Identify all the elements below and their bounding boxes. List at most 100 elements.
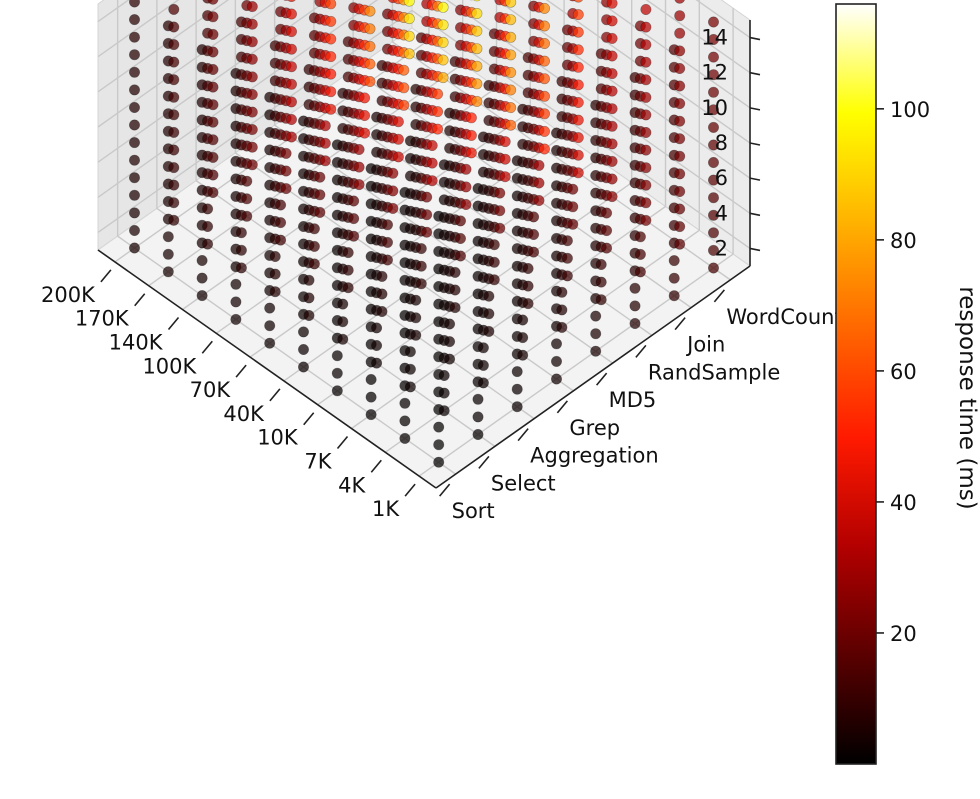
data-point xyxy=(499,153,511,165)
data-point xyxy=(371,357,383,369)
data-point xyxy=(444,318,456,330)
data-point xyxy=(533,177,545,189)
data-point xyxy=(640,21,652,33)
data-point xyxy=(590,328,602,340)
data-point xyxy=(494,187,506,199)
data-point xyxy=(359,92,371,104)
data-point xyxy=(246,18,258,30)
colorbar-label: response time (ms) xyxy=(954,286,980,509)
data-point xyxy=(275,234,287,246)
data-point xyxy=(371,339,383,351)
data-point xyxy=(572,26,584,38)
data-point xyxy=(207,0,219,5)
gridline-z-left xyxy=(545,0,751,144)
data-point xyxy=(421,209,433,221)
data-point xyxy=(488,239,500,251)
data-point xyxy=(707,262,719,274)
data-point xyxy=(634,231,646,243)
data-point xyxy=(319,120,331,132)
data-point xyxy=(567,218,579,230)
data-point xyxy=(207,28,219,40)
data-point xyxy=(473,0,481,2)
data-point xyxy=(404,363,416,375)
y-tick-label: Grep xyxy=(569,416,620,440)
data-point xyxy=(707,174,719,186)
data-point xyxy=(606,68,618,80)
data-point xyxy=(230,278,242,290)
data-point xyxy=(285,61,297,73)
y-tick-label: Join xyxy=(685,333,725,357)
data-point xyxy=(538,55,550,67)
data-point xyxy=(410,312,422,324)
data-point xyxy=(264,302,276,314)
data-point xyxy=(415,260,427,272)
z-tick-label: 6 xyxy=(715,166,728,190)
data-point xyxy=(674,0,685,4)
data-point xyxy=(398,82,410,94)
data-point xyxy=(246,1,258,13)
data-point xyxy=(567,201,579,213)
z-tick-mark xyxy=(749,71,761,76)
data-point xyxy=(297,326,309,338)
data-point xyxy=(392,133,404,145)
data-point xyxy=(522,262,534,274)
data-point xyxy=(538,108,550,120)
data-point xyxy=(403,48,415,60)
data-point xyxy=(433,421,445,433)
gridline-z-right xyxy=(97,0,180,58)
data-point xyxy=(629,282,641,294)
data-point xyxy=(640,74,652,86)
data-point xyxy=(337,298,349,310)
data-point xyxy=(275,217,287,229)
data-point xyxy=(550,355,562,367)
data-point xyxy=(595,276,607,288)
x-tick-label: 4K xyxy=(338,473,366,497)
data-point xyxy=(168,126,180,138)
y-tick-mark xyxy=(517,428,529,442)
data-point xyxy=(246,106,258,118)
data-point xyxy=(348,213,360,225)
z-tick-mark xyxy=(749,142,761,146)
data-point xyxy=(129,225,141,237)
data-point xyxy=(505,14,517,26)
data-point xyxy=(129,154,141,166)
data-point xyxy=(606,138,618,150)
data-point xyxy=(460,181,472,193)
data-point xyxy=(668,290,680,302)
data-point xyxy=(297,343,309,355)
y-tick-mark xyxy=(556,400,568,414)
data-point xyxy=(505,67,517,79)
data-point xyxy=(432,106,444,118)
data-point xyxy=(283,0,289,1)
data-point xyxy=(505,102,517,114)
data-point xyxy=(471,78,483,90)
data-point xyxy=(674,27,686,39)
data-point xyxy=(376,288,388,300)
data-point xyxy=(550,373,562,385)
data-point xyxy=(314,189,326,201)
data-point xyxy=(640,56,652,68)
data-point xyxy=(606,155,618,167)
data-point xyxy=(465,129,477,141)
data-point xyxy=(640,162,652,174)
data-point xyxy=(280,165,292,177)
data-point xyxy=(528,211,540,223)
data-point xyxy=(246,159,258,171)
data-point xyxy=(606,120,618,132)
data-point xyxy=(129,31,141,43)
data-point xyxy=(303,309,315,321)
data-point xyxy=(561,270,573,282)
data-point xyxy=(432,88,444,100)
data-point xyxy=(280,147,292,159)
data-point xyxy=(454,250,466,262)
data-point xyxy=(488,256,500,268)
data-point xyxy=(606,103,618,115)
z-tick-mark xyxy=(749,212,761,217)
data-point xyxy=(246,141,258,153)
x-axis-line xyxy=(97,249,437,489)
data-point xyxy=(674,221,686,233)
data-point xyxy=(168,179,180,191)
data-point xyxy=(415,243,427,255)
data-point xyxy=(129,172,141,184)
data-point xyxy=(381,236,393,248)
